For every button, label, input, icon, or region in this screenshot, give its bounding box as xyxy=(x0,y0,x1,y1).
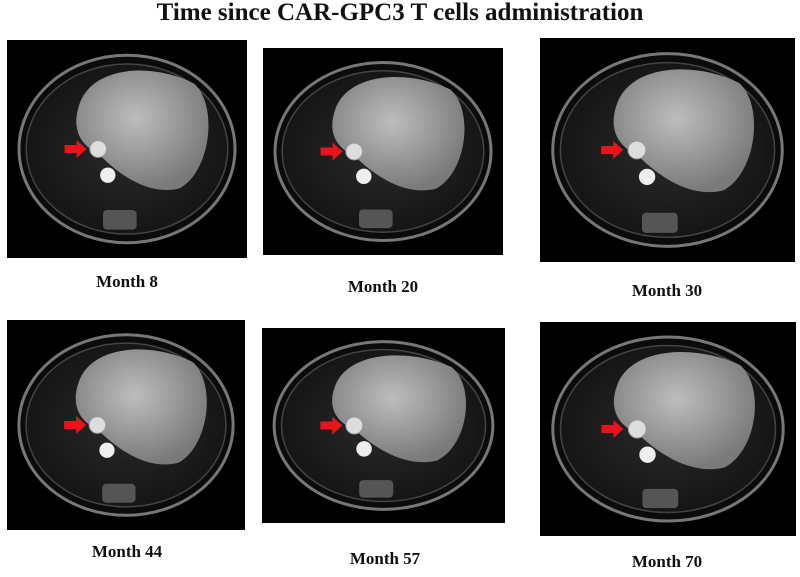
liver xyxy=(75,349,207,465)
liver xyxy=(76,70,209,190)
mri-panel xyxy=(7,320,245,530)
panels: Month 8 Month 20 Month 30 Month 44 Month 57 M… xyxy=(7,38,796,571)
mri-panel xyxy=(262,328,505,523)
aorta xyxy=(638,168,656,186)
red-arrow xyxy=(320,142,343,161)
lesion xyxy=(89,140,108,158)
panel-label: Month 30 xyxy=(632,281,702,300)
aorta xyxy=(356,168,372,185)
spine xyxy=(642,212,678,233)
red-arrow xyxy=(320,416,343,435)
mri-panel xyxy=(263,48,503,255)
spine xyxy=(359,209,393,229)
spine xyxy=(642,488,679,509)
panel-label: Month 8 xyxy=(96,272,158,291)
liver xyxy=(332,77,465,191)
red-arrow xyxy=(64,140,87,158)
mri-panel xyxy=(7,40,247,258)
panel-label: Month 20 xyxy=(348,277,418,296)
figure-title: Time since CAR-GPC3 T cells administrati… xyxy=(157,0,644,26)
mri-panel xyxy=(540,322,796,536)
panel-label: Month 57 xyxy=(350,549,421,568)
red-arrow xyxy=(601,420,624,438)
red-arrow xyxy=(601,141,624,159)
spine xyxy=(103,210,137,230)
red-arrow xyxy=(64,416,87,434)
aorta xyxy=(99,442,115,458)
spine xyxy=(102,483,136,503)
lesion xyxy=(627,140,647,160)
mri-panel xyxy=(540,38,795,262)
lesion xyxy=(345,142,364,161)
lesion xyxy=(345,416,364,435)
spine xyxy=(359,480,394,498)
aorta xyxy=(100,167,116,183)
aorta xyxy=(639,446,656,463)
liver xyxy=(613,351,755,470)
liver xyxy=(613,69,755,193)
lesion xyxy=(88,416,107,434)
liver xyxy=(332,355,467,463)
aorta xyxy=(356,441,372,457)
lesion xyxy=(627,419,647,439)
panel-label: Month 44 xyxy=(92,542,163,561)
panel-label: Month 70 xyxy=(632,552,702,571)
